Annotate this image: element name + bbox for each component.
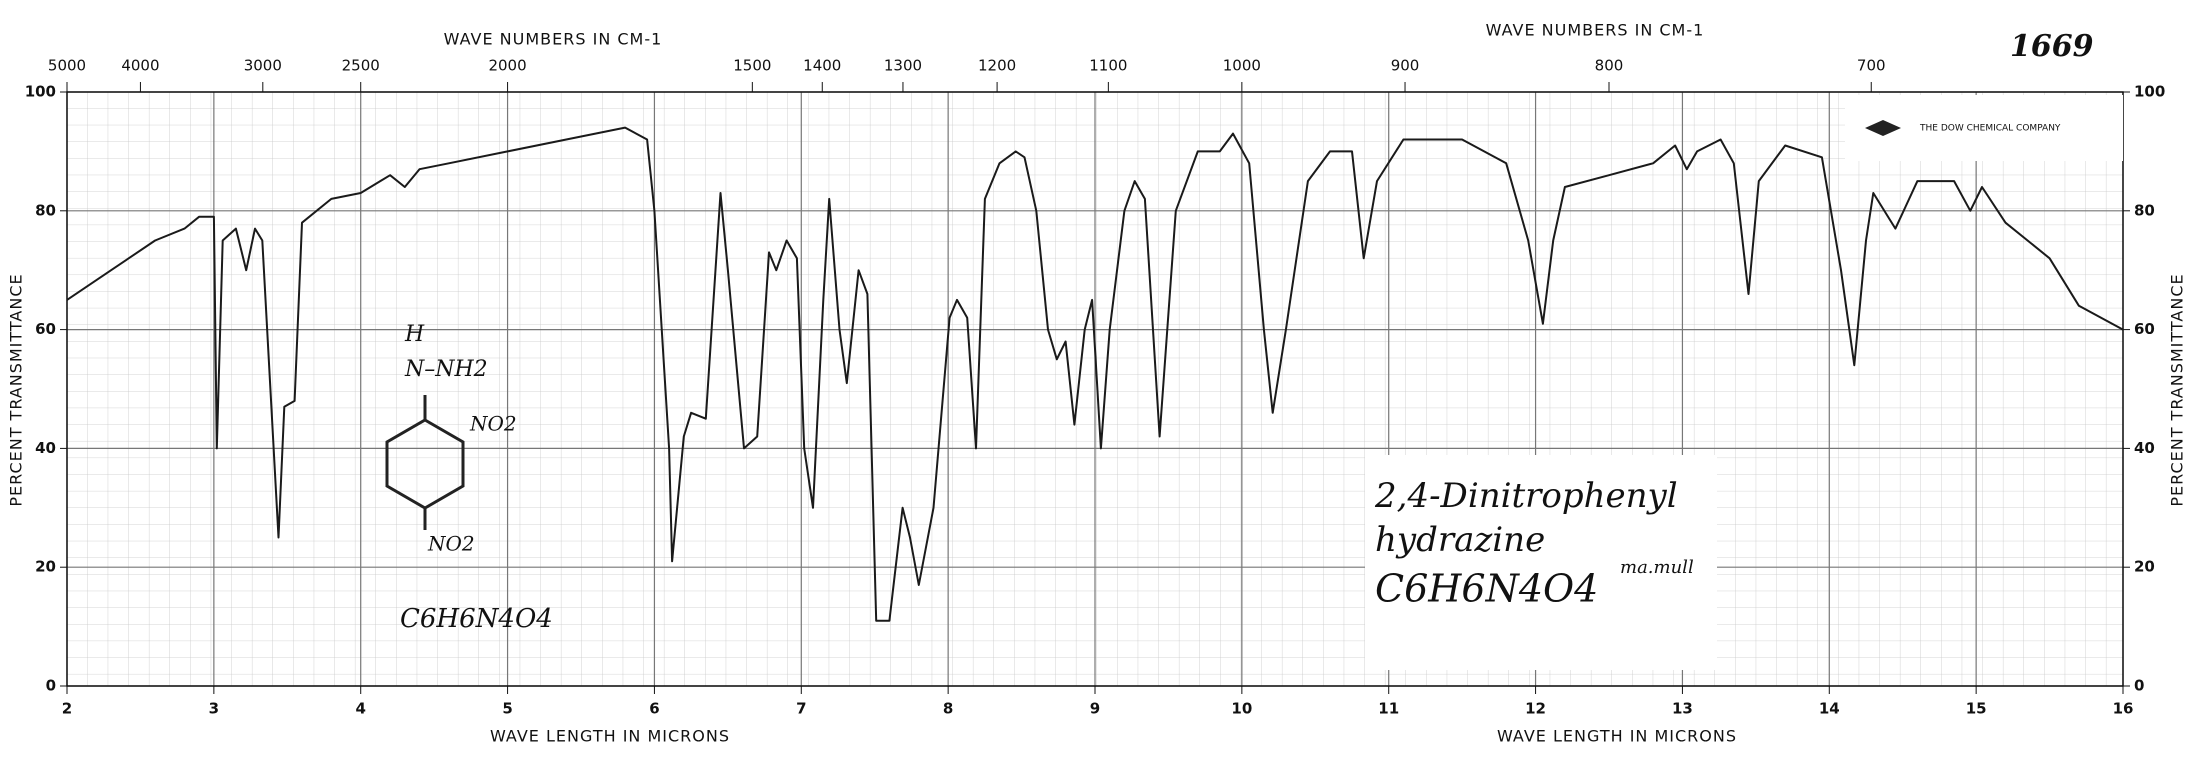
method: ma.mull — [1620, 557, 1694, 578]
x-tick-label: 5 — [502, 700, 512, 718]
x2-tick-label: 1200 — [978, 57, 1016, 75]
x2-tick-label: 800 — [1595, 57, 1624, 75]
y2-tick-label: 20 — [2134, 558, 2155, 576]
x-axis-label: WAVE LENGTH IN MICRONS — [490, 727, 730, 746]
x2-axis-label: WAVE NUMBERS IN CM-1 — [1486, 21, 1705, 40]
compound-formula: C6H6N4O4 — [1375, 567, 1598, 611]
spectrum-line — [66, 126, 2124, 622]
x-tick-label: 9 — [1090, 700, 1100, 718]
x-tick-label: 10 — [1231, 700, 1252, 718]
y2-tick-label: 0 — [2134, 677, 2144, 695]
compound-name: 2,4-Dinitrophenyl — [1374, 476, 1678, 516]
x-tick-label: 4 — [355, 700, 365, 718]
x-axis-label: WAVE LENGTH IN MICRONS — [1497, 727, 1737, 746]
x-tick-label: 8 — [943, 700, 953, 718]
y-axis-label: PERCENT TRANSMITTANCE — [7, 273, 26, 506]
x-tick-label: 12 — [1525, 700, 1546, 718]
x-tick-label: 7 — [796, 700, 806, 718]
x-tick-label: 13 — [1672, 700, 1693, 718]
x2-tick-label: 1100 — [1089, 57, 1127, 75]
y2-tick-label: 40 — [2134, 439, 2155, 457]
x2-tick-label: 2500 — [342, 57, 380, 75]
y-tick-label: 0 — [46, 677, 56, 695]
company-name: THE DOW CHEMICAL COMPANY — [1919, 124, 2061, 134]
x-tick-label: 15 — [1966, 700, 1987, 718]
structure-label: H — [404, 322, 425, 347]
x-tick-label: 6 — [649, 700, 659, 718]
x-tick-label: 2 — [62, 700, 72, 718]
y2-tick-label: 60 — [2134, 320, 2155, 338]
compound-name: hydrazine — [1375, 520, 1545, 560]
structure-label: NO2 — [469, 412, 517, 436]
x2-tick-label: 700 — [1857, 57, 1886, 75]
x2-axis-label: WAVE NUMBERS IN CM-1 — [444, 30, 663, 49]
y-tick-label: 40 — [35, 439, 56, 457]
y-tick-label: 60 — [35, 320, 56, 338]
x-tick-label: 14 — [1819, 700, 1840, 718]
y2-axis-label: PERCENT TRANSMITTANCE — [2168, 273, 2187, 506]
structure-formula: C6H6N4O4 — [400, 604, 553, 634]
y-tick-label: 20 — [35, 558, 56, 576]
x2-tick-label: 4000 — [121, 57, 159, 75]
x-tick-label: 11 — [1378, 700, 1399, 718]
x2-tick-label: 1400 — [803, 57, 841, 75]
y2-tick-label: 80 — [2134, 201, 2155, 219]
y-tick-label: 100 — [25, 83, 56, 101]
y-tick-label: 80 — [35, 201, 56, 219]
structure-label: NO2 — [427, 532, 475, 556]
x2-tick-label: 2000 — [488, 57, 526, 75]
y2-tick-label: 100 — [2134, 83, 2165, 101]
x2-tick-label: 900 — [1391, 57, 1420, 75]
x-tick-label: 16 — [2113, 700, 2134, 718]
x2-tick-label: 5000 — [48, 57, 86, 75]
x2-tick-label: 1300 — [884, 57, 922, 75]
x2-tick-label: 1500 — [733, 57, 771, 75]
x-tick-label: 3 — [209, 700, 219, 718]
x2-tick-label: 1000 — [1223, 57, 1261, 75]
structure-label: N–NH2 — [404, 357, 488, 382]
x2-tick-label: 3000 — [244, 57, 282, 75]
company-logo — [1865, 120, 1901, 136]
name-box — [1365, 455, 1717, 670]
spectrum-number: 1669 — [2010, 29, 2094, 64]
